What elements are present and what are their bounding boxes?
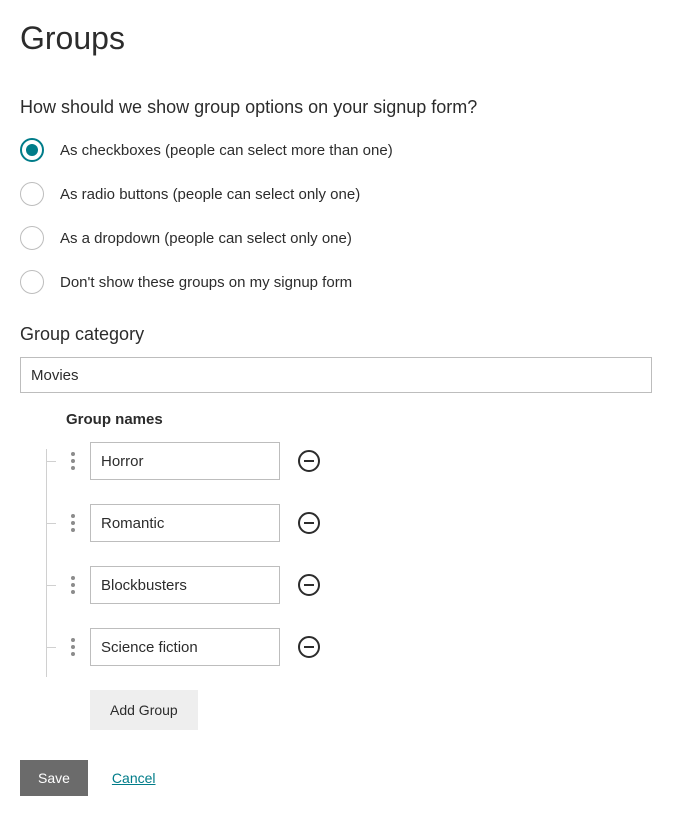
cancel-link[interactable]: Cancel xyxy=(112,770,156,786)
radio-icon xyxy=(20,182,44,206)
option-label: As a dropdown (people can select only on… xyxy=(60,230,352,247)
group-row xyxy=(66,504,654,542)
radio-icon xyxy=(20,138,44,162)
minus-icon xyxy=(304,460,314,462)
group-names-section: Group names A xyxy=(66,411,654,730)
radio-icon xyxy=(20,270,44,294)
drag-handle-icon[interactable] xyxy=(66,452,80,470)
drag-handle-icon[interactable] xyxy=(66,514,80,532)
drag-handle-icon[interactable] xyxy=(66,638,80,656)
option-label: As radio buttons (people can select only… xyxy=(60,186,360,203)
option-radio-buttons[interactable]: As radio buttons (people can select only… xyxy=(20,182,654,206)
display-question: How should we show group options on your… xyxy=(20,97,654,118)
minus-icon xyxy=(304,584,314,586)
remove-group-button[interactable] xyxy=(298,512,320,534)
group-name-input[interactable] xyxy=(90,442,280,480)
option-label: As checkboxes (people can select more th… xyxy=(60,142,393,159)
radio-icon xyxy=(20,226,44,250)
minus-icon xyxy=(304,646,314,648)
remove-group-button[interactable] xyxy=(298,450,320,472)
minus-icon xyxy=(304,522,314,524)
page-title: Groups xyxy=(20,20,654,57)
save-button[interactable]: Save xyxy=(20,760,88,796)
add-group-button[interactable]: Add Group xyxy=(90,690,198,730)
group-row xyxy=(66,628,654,666)
group-name-input[interactable] xyxy=(90,628,280,666)
group-names-heading: Group names xyxy=(66,411,654,428)
group-name-input[interactable] xyxy=(90,504,280,542)
category-label: Group category xyxy=(20,324,654,345)
option-dropdown[interactable]: As a dropdown (people can select only on… xyxy=(20,226,654,250)
drag-handle-icon[interactable] xyxy=(66,576,80,594)
group-row xyxy=(66,442,654,480)
group-row xyxy=(66,566,654,604)
footer-actions: Save Cancel xyxy=(20,760,654,796)
tree-connector xyxy=(46,449,47,677)
option-dont-show[interactable]: Don't show these groups on my signup for… xyxy=(20,270,654,294)
group-name-input[interactable] xyxy=(90,566,280,604)
option-label: Don't show these groups on my signup for… xyxy=(60,274,352,291)
category-input[interactable] xyxy=(20,357,652,393)
option-checkboxes[interactable]: As checkboxes (people can select more th… xyxy=(20,138,654,162)
remove-group-button[interactable] xyxy=(298,574,320,596)
display-options-group: As checkboxes (people can select more th… xyxy=(20,138,654,294)
remove-group-button[interactable] xyxy=(298,636,320,658)
